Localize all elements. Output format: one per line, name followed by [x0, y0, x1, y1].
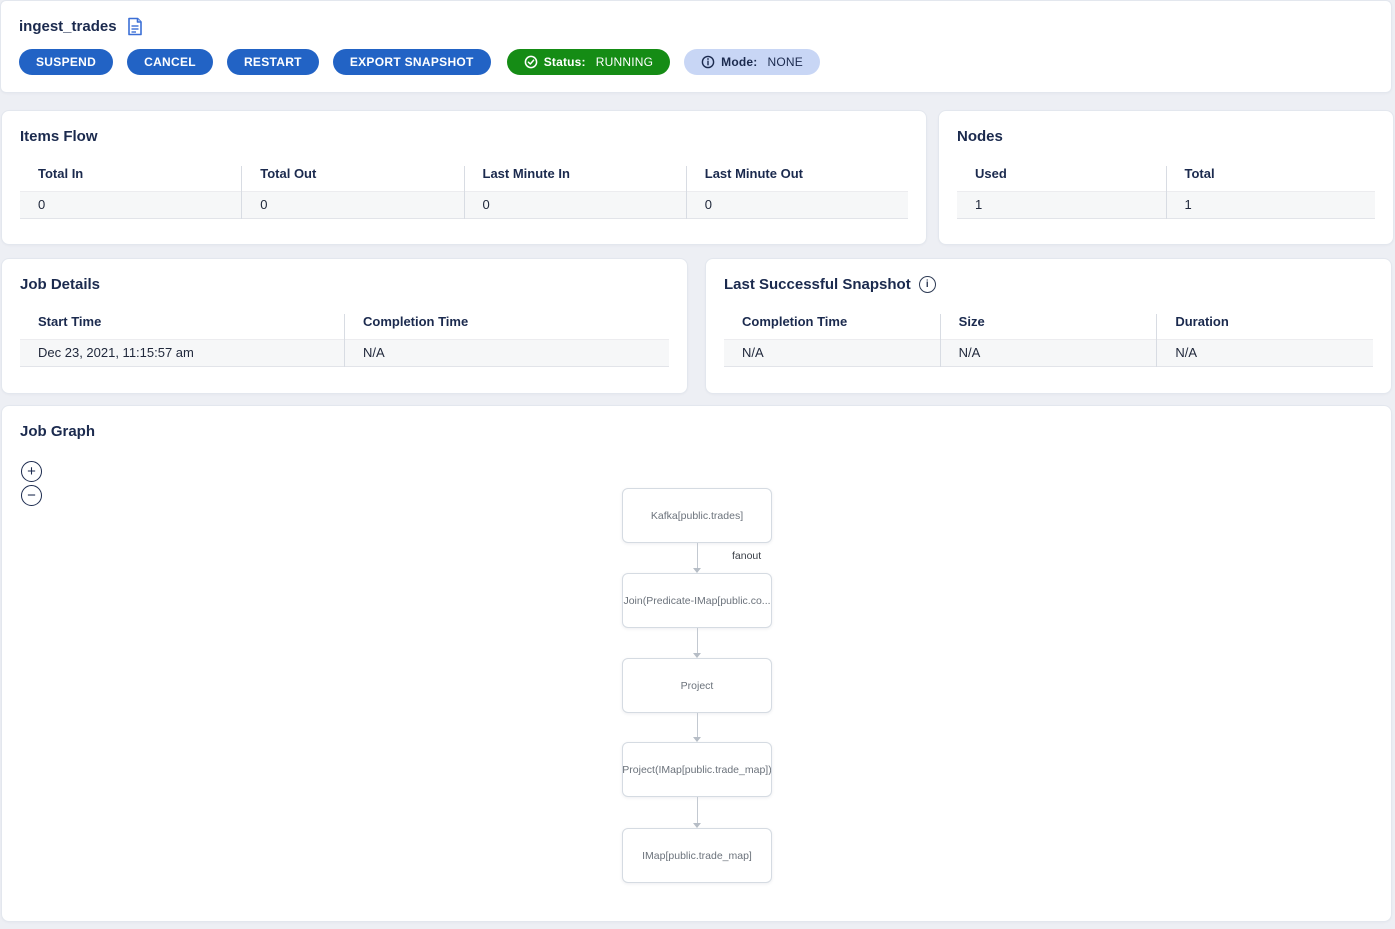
nodes-card: Nodes Used 1 Total 1	[938, 110, 1394, 245]
restart-button[interactable]: RESTART	[226, 49, 319, 75]
arrow-down-icon	[693, 568, 701, 573]
last-snapshot-card: Last Successful Snapshot i Completion Ti…	[705, 258, 1392, 394]
arrow-down-icon	[693, 737, 701, 742]
items-flow-title: Items Flow	[20, 128, 98, 145]
graph-edge	[697, 628, 698, 653]
graph-edge	[697, 543, 698, 568]
mode-badge-value: NONE	[767, 55, 803, 69]
zoom-out-icon[interactable]: −	[21, 485, 42, 506]
graph-edge	[697, 713, 698, 737]
edge-label-fanout: fanout	[732, 550, 762, 562]
zoom-in-icon[interactable]: +	[21, 461, 42, 482]
column-total-out: Total Out 0	[241, 166, 464, 219]
column-value: N/A	[940, 339, 1157, 367]
items-flow-card: Items Flow Total In 0 Total Out 0 Last M…	[1, 110, 927, 245]
graph-node-imap-sink[interactable]: IMap[public.trade_map]	[622, 828, 772, 883]
column-header: Total Out	[260, 166, 317, 181]
column-value: 1	[957, 191, 1166, 219]
graph-node-project[interactable]: Project	[622, 658, 772, 713]
column-value: 0	[464, 191, 686, 219]
column-value: 0	[242, 191, 464, 219]
arrow-down-icon	[693, 653, 701, 658]
column-header: Total In	[38, 166, 84, 181]
graph-zoom-controls: + −	[21, 461, 42, 506]
job-details-table: Start Time Dec 23, 2021, 11:15:57 am Com…	[2, 314, 687, 367]
column-total-in: Total In 0	[20, 166, 242, 219]
column-value: N/A	[724, 339, 940, 367]
job-graph-card: Job Graph + − Kafka[public.trades] fanou…	[1, 405, 1392, 922]
column-last-minute-out: Last Minute Out 0	[685, 166, 908, 219]
job-graph-canvas[interactable]: Kafka[public.trades] fanout Join(Predica…	[2, 406, 1391, 921]
column-header: Start Time	[38, 314, 102, 329]
job-header-card: ingest_trades SUSPEND CANCEL RESTART EXP…	[0, 0, 1392, 93]
items-flow-table: Total In 0 Total Out 0 Last Minute In 0 …	[2, 166, 926, 219]
mode-badge-label: Mode:	[721, 55, 758, 69]
graph-node-project-imap[interactable]: Project(IMap[public.trade_map])	[622, 742, 772, 797]
column-value: Dec 23, 2021, 11:15:57 am	[20, 339, 344, 367]
column-completion-time: Completion Time N/A	[724, 314, 940, 367]
title-row: ingest_trades	[19, 17, 1373, 36]
column-header: Completion Time	[742, 314, 848, 329]
job-graph-title: Job Graph	[20, 423, 96, 440]
arrow-down-icon	[693, 823, 701, 828]
last-snapshot-title: Last Successful Snapshot	[724, 276, 911, 293]
column-value: 0	[20, 191, 242, 219]
suspend-button[interactable]: SUSPEND	[19, 49, 114, 75]
status-badge: Status: RUNNING	[506, 49, 671, 75]
mode-badge: Mode: NONE	[684, 49, 820, 75]
graph-node-kafka-source[interactable]: Kafka[public.trades]	[622, 488, 772, 543]
column-header: Last Minute Out	[704, 166, 803, 181]
column-value: 1	[1166, 191, 1375, 219]
column-used: Used 1	[957, 166, 1166, 219]
column-header: Last Minute In	[482, 166, 570, 181]
column-header: Completion Time	[363, 314, 469, 329]
job-config-document-icon[interactable]	[127, 17, 143, 36]
job-details-card: Job Details Start Time Dec 23, 2021, 11:…	[1, 258, 688, 394]
page-title: ingest_trades	[19, 18, 117, 35]
graph-node-join[interactable]: Join(Predicate-IMap[public.co...	[622, 573, 772, 628]
graph-edge	[697, 797, 698, 823]
info-circle-icon[interactable]: i	[918, 276, 936, 293]
export-snapshot-button[interactable]: EXPORT SNAPSHOT	[332, 49, 491, 75]
column-value: N/A	[345, 339, 669, 367]
nodes-title: Nodes	[957, 128, 1003, 145]
column-total: Total 1	[1165, 166, 1375, 219]
column-completion-time: Completion Time N/A	[344, 314, 669, 367]
info-circle-icon	[701, 55, 715, 69]
cancel-button[interactable]: CANCEL	[127, 49, 213, 75]
column-value: N/A	[1157, 339, 1374, 367]
column-header: Total	[1184, 166, 1215, 181]
column-header: Size	[958, 314, 985, 329]
last-snapshot-title-row: Last Successful Snapshot i	[706, 259, 1391, 293]
status-badge-value: RUNNING	[595, 55, 654, 69]
column-start-time: Start Time Dec 23, 2021, 11:15:57 am	[20, 314, 344, 367]
last-snapshot-table: Completion Time N/A Size N/A Duration N/…	[706, 314, 1391, 367]
status-badge-label: Status:	[543, 55, 586, 69]
nodes-table: Used 1 Total 1	[939, 166, 1393, 219]
column-header: Used	[975, 166, 1007, 181]
check-circle-icon	[524, 55, 538, 69]
column-header: Duration	[1175, 314, 1229, 329]
column-size: Size N/A	[939, 314, 1157, 367]
action-button-row: SUSPEND CANCEL RESTART EXPORT SNAPSHOT S…	[19, 49, 1373, 75]
column-value: 0	[686, 191, 908, 219]
column-duration: Duration N/A	[1156, 314, 1374, 367]
column-last-minute-in: Last Minute In 0	[463, 166, 686, 219]
job-details-title: Job Details	[20, 276, 101, 293]
